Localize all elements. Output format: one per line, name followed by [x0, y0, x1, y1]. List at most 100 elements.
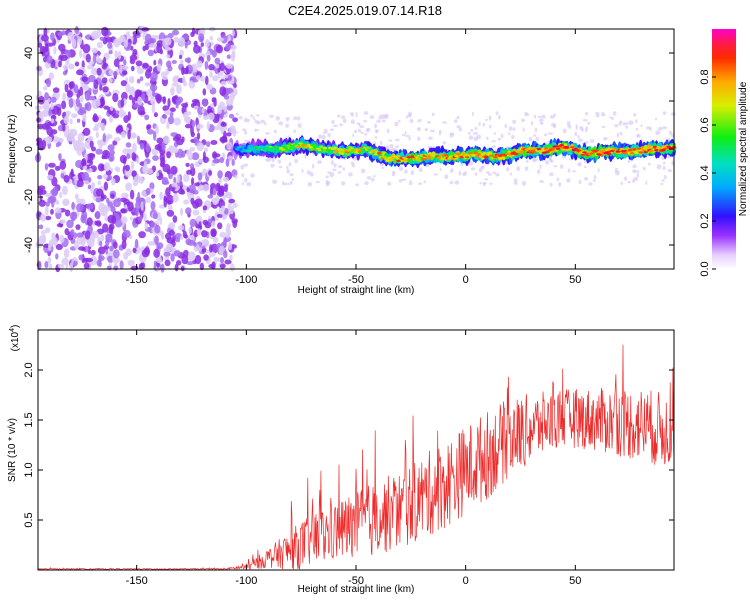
spectrogram-noise-blob	[185, 238, 192, 246]
spectrogram-noise-blob	[202, 98, 208, 107]
spectrogram-noise-blob	[91, 47, 98, 54]
spectrogram-noise-blob	[226, 79, 235, 85]
spectrogram-noise-blob	[215, 63, 220, 69]
spectrogram-noise-blob	[224, 184, 228, 193]
spectrogram-noise-blob	[112, 256, 120, 264]
colorbar-tick-label: 0.2	[699, 213, 711, 228]
spectrogram-noise-blob	[198, 158, 204, 164]
spectrogram-sparse-blob	[489, 182, 493, 185]
spectrogram-noise-blob	[48, 263, 53, 269]
spectrogram-sparse-blob	[337, 171, 342, 174]
spectrogram-trace-cell	[285, 144, 291, 147]
spectrogram-noise-blob	[106, 174, 113, 181]
spectrogram-noise-blob	[144, 114, 150, 121]
spectrogram-noise-blob	[175, 237, 181, 243]
spectrogram-noise-blob	[103, 173, 108, 180]
spectrogram-sparse-blob	[497, 137, 502, 141]
spectrogram-sparse-blob	[458, 170, 462, 176]
spectrogram-noise-blob	[101, 26, 109, 37]
spectrogram-noise-blob	[152, 155, 159, 162]
spectrogram-noise-blob	[183, 173, 190, 183]
spectrogram-noise-blob	[162, 96, 166, 105]
x-tick-label: -50	[348, 274, 364, 286]
spectrogram-noise-blob	[62, 198, 70, 207]
spectrogram-sparse-blob	[260, 119, 266, 124]
spectrogram-noise-blob	[83, 262, 90, 270]
spectrogram-noise-blob	[231, 29, 235, 37]
spectrogram-trace-cell	[385, 159, 391, 162]
spectrogram-sparse-blob	[549, 172, 554, 177]
spectrogram-noise-blob	[177, 148, 184, 159]
spectrogram-sparse-blob	[450, 170, 453, 173]
spectrogram-noise-blob	[120, 111, 127, 117]
spectrogram-sparse-blob	[487, 173, 493, 176]
spectrogram-trace-cell	[578, 151, 584, 155]
spectrogram-noise-blob	[217, 170, 223, 179]
spectrogram-noise-blob	[209, 35, 213, 41]
spectrogram-noise-blob	[132, 180, 139, 186]
spectrogram-sparse-blob	[433, 173, 438, 176]
spectrogram-sparse-blob	[395, 145, 399, 149]
spectrogram-noise-blob	[119, 260, 124, 270]
spectrogram-noise-blob	[173, 117, 181, 126]
spectrogram-sparse-blob	[614, 123, 619, 128]
spectrogram-noise-blob	[232, 203, 238, 208]
spectrogram-sparse-blob	[442, 141, 447, 145]
spectrogram-sparse-blob	[278, 121, 284, 126]
spectrogram-noise-blob	[117, 50, 122, 60]
spectrogram-noise-blob	[202, 115, 209, 120]
spectrogram-sparse-blob	[471, 111, 474, 117]
spectrogram-sparse-blob	[409, 180, 413, 183]
spectrogram-noise-blob	[125, 83, 131, 93]
spectrogram-noise-blob	[201, 248, 207, 253]
spectrogram-sparse-blob	[597, 114, 600, 118]
spectrogram-trace-cell	[513, 152, 519, 156]
spectrogram-noise-blob	[111, 215, 117, 225]
spectrogram-noise-blob	[147, 124, 152, 130]
spectrogram-noise-blob	[176, 174, 181, 184]
spectrogram-noise-blob	[199, 185, 204, 191]
colorbar-tick-label: 0.0	[699, 261, 711, 276]
spectrogram-trace-cell	[610, 149, 615, 153]
spectrogram-trace-cell	[403, 159, 408, 162]
spectrogram-trace-cell	[492, 156, 498, 159]
spectrogram-trace-cell	[420, 157, 426, 161]
spectrogram-noise-blob	[46, 126, 53, 136]
spectrogram-noise-blob	[197, 172, 203, 181]
spectrogram-trace-cell	[473, 151, 478, 155]
spectrogram-noise-blob	[138, 176, 145, 184]
spectrogram-noise-blob	[192, 209, 200, 216]
spectrogram-noise-blob	[232, 220, 238, 228]
spectrogram-sparse-blob	[462, 172, 467, 177]
spectrogram-sparse-blob	[269, 114, 274, 118]
spectrogram-noise-blob	[208, 170, 213, 176]
spectrogram-trace-cell	[484, 155, 489, 159]
spectrogram-noise-blob	[52, 237, 58, 246]
spectrogram-noise-blob	[46, 42, 54, 47]
spectrogram-sparse-blob	[306, 170, 312, 175]
spectrogram-noise-blob	[94, 220, 98, 226]
spectrogram-sparse-blob	[311, 163, 315, 169]
spectrogram-sparse-blob	[489, 124, 492, 129]
spectrogram-noise-blob	[224, 259, 232, 265]
spectrogram-noise-blob	[135, 60, 143, 67]
spectrogram-noise-blob	[119, 64, 123, 74]
spectrogram-noise-blob	[130, 265, 139, 271]
spectrogram-sparse-blob	[363, 111, 369, 115]
spectrogram-sparse-blob	[417, 136, 421, 141]
spectrogram-noise-blob	[137, 96, 143, 106]
spectrogram-noise-blob	[191, 152, 200, 161]
spectrogram-sparse-blob	[330, 160, 334, 165]
spectrogram-noise-blob	[59, 191, 63, 199]
spectrogram-noise-blob	[66, 219, 74, 229]
spectrogram-noise-blob	[150, 201, 156, 211]
spectrogram-noise-blob	[232, 117, 239, 123]
spectrogram-sparse-blob	[325, 180, 329, 184]
spectrogram-noise-blob	[60, 54, 68, 62]
spectrogram-sparse-blob	[244, 139, 250, 143]
spectrogram-noise-blob	[188, 227, 192, 234]
spectrogram-sparse-blob	[664, 174, 667, 180]
spectrogram-sparse-blob	[358, 123, 361, 126]
spectrogram-sparse-blob	[293, 116, 298, 121]
spectrogram-noise-blob	[102, 223, 109, 233]
